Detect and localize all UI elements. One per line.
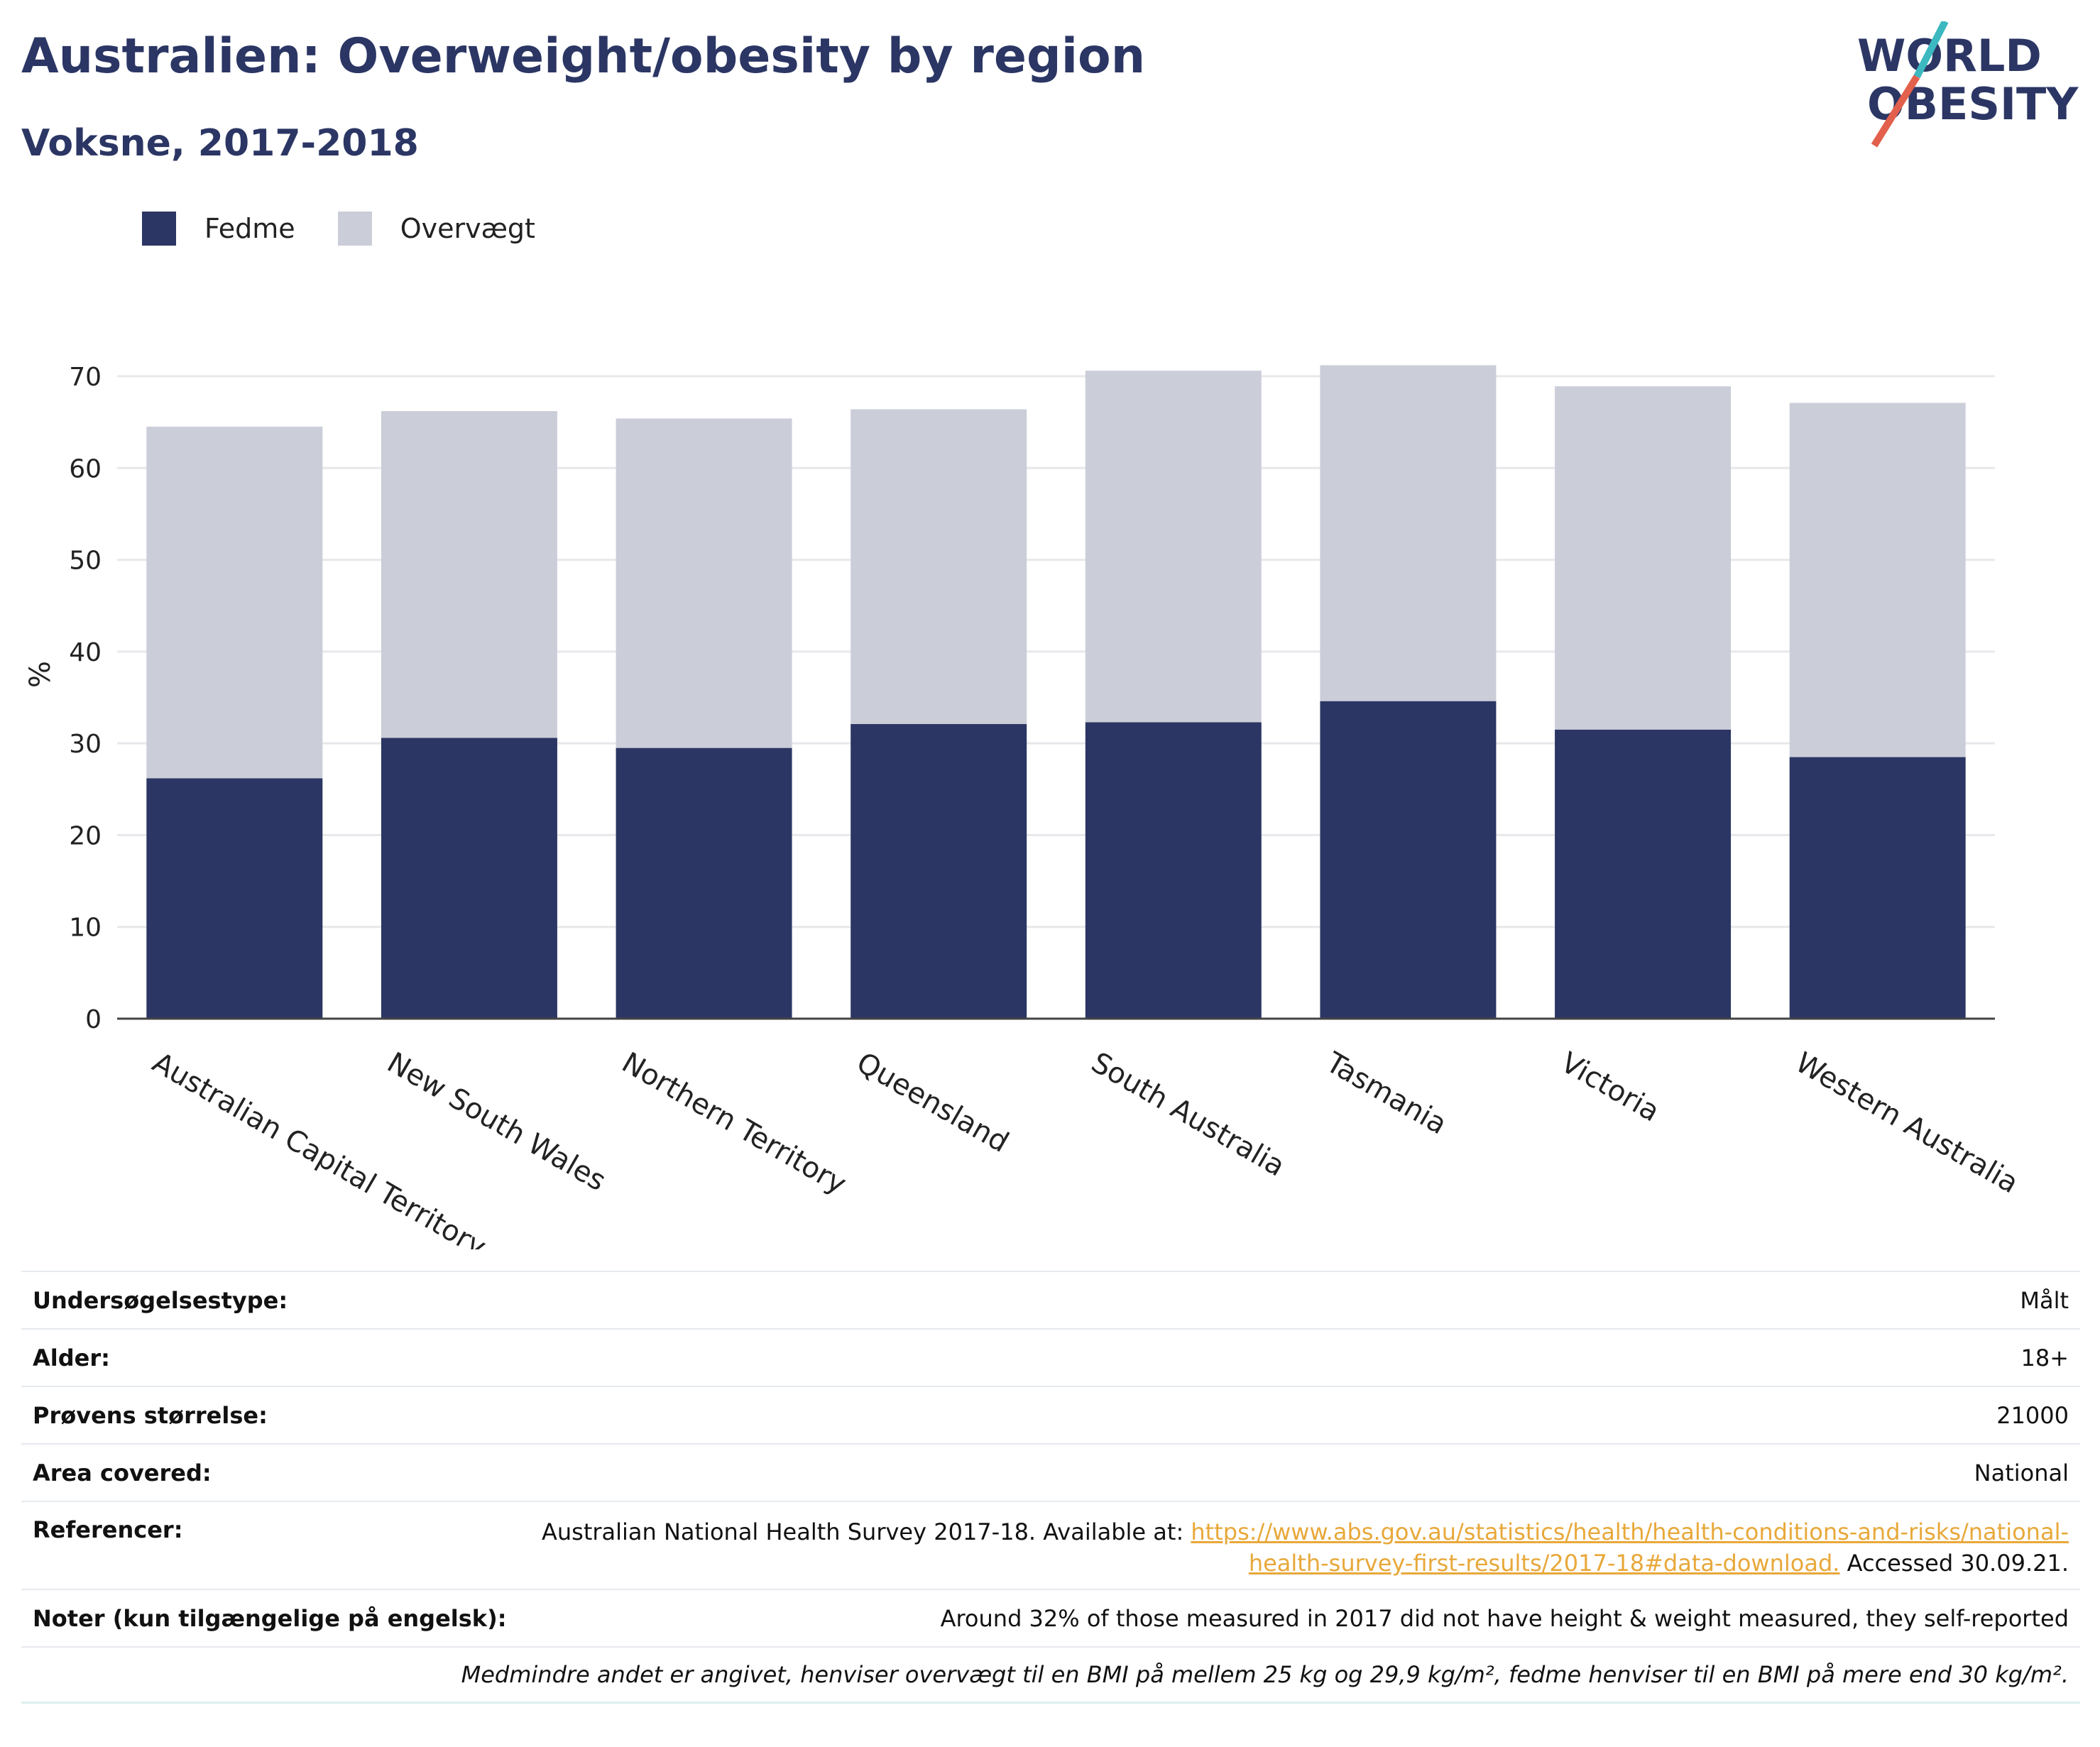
legend-swatch-overvaegt bbox=[337, 212, 372, 246]
bar-overvaegt bbox=[616, 418, 792, 748]
info-table: Undersøgelsestype: Målt Alder: 18+ Prøve… bbox=[21, 1271, 2080, 1704]
info-label: Alder: bbox=[33, 1344, 110, 1371]
y-tick-label: 40 bbox=[69, 638, 102, 667]
info-label: Prøvens størrelse: bbox=[33, 1401, 268, 1429]
x-tick-label: New South Wales bbox=[382, 1046, 612, 1198]
bar-fedme bbox=[381, 738, 557, 1019]
info-row-references: Referencer: Australian National Health S… bbox=[21, 1501, 2080, 1589]
definition-text: Medmindre andet er angivet, henviser ove… bbox=[461, 1661, 2069, 1688]
info-label: Undersøgelsestype: bbox=[33, 1286, 288, 1314]
info-value: 18+ bbox=[2020, 1344, 2069, 1371]
info-value: 21000 bbox=[1996, 1401, 2069, 1429]
info-label: Area covered: bbox=[33, 1459, 212, 1486]
world-obesity-logo: WORLD OBESITY bbox=[1857, 21, 2079, 148]
x-tick-label: Victoria bbox=[1555, 1046, 1665, 1129]
bar-overvaegt bbox=[1789, 402, 1966, 757]
bar-fedme bbox=[1555, 729, 1732, 1019]
bar-fedme bbox=[616, 747, 792, 1019]
logo-slash-red bbox=[1871, 75, 1920, 148]
info-value: Around 32% of those measured in 2017 did… bbox=[940, 1604, 2069, 1632]
y-tick-label: 60 bbox=[69, 454, 102, 483]
reference-text: Australian National Health Survey 2017-1… bbox=[541, 1518, 1191, 1545]
info-row-notes: Noter (kun tilgængelige på engelsk): Aro… bbox=[21, 1589, 2080, 1646]
y-tick-label: 0 bbox=[85, 1005, 102, 1034]
bar-fedme bbox=[1789, 757, 1966, 1019]
bar-fedme bbox=[146, 778, 323, 1019]
reference-accessed: Accessed 30.09.21. bbox=[1839, 1550, 2069, 1577]
bar-overvaegt bbox=[146, 427, 323, 779]
x-tick-label: Western Australia bbox=[1790, 1046, 2023, 1200]
info-value: Målt bbox=[2020, 1286, 2069, 1314]
bar-overvaegt bbox=[1555, 386, 1732, 730]
chart-title: Australien: Overweight/obesity by region bbox=[21, 28, 1146, 84]
x-tick-label: Northern Territory bbox=[616, 1046, 851, 1201]
y-tick-label: 20 bbox=[69, 821, 102, 850]
y-tick-label: 10 bbox=[69, 914, 102, 943]
bar-overvaegt bbox=[1085, 371, 1262, 723]
logo-line1: WORLD bbox=[1857, 30, 2042, 82]
x-tick-label: South Australia bbox=[1085, 1046, 1290, 1183]
y-tick-label: 70 bbox=[69, 363, 102, 392]
legend-swatch-fedme bbox=[142, 212, 176, 246]
logo-slash-teal bbox=[1913, 21, 1949, 79]
info-row-definition: Medmindre andet er angivet, henviser ove… bbox=[21, 1646, 2080, 1704]
bar-overvaegt bbox=[851, 409, 1027, 724]
bar-fedme bbox=[851, 723, 1027, 1019]
info-value: National bbox=[1974, 1459, 2069, 1486]
info-row-area: Area covered: National bbox=[21, 1443, 2080, 1501]
y-axis-label: % bbox=[24, 661, 57, 688]
info-value: Australian National Health Survey 2017-1… bbox=[471, 1516, 2069, 1579]
info-row-sample-size: Prøvens størrelse: 21000 bbox=[21, 1386, 2080, 1443]
y-tick-label: 50 bbox=[69, 547, 102, 576]
bar-overvaegt bbox=[381, 411, 557, 738]
info-label: Noter (kun tilgængelige på engelsk): bbox=[33, 1604, 507, 1632]
bar-overvaegt bbox=[1320, 365, 1497, 701]
x-tick-label: Queensland bbox=[851, 1046, 1015, 1159]
info-row-survey-type: Undersøgelsestype: Målt bbox=[21, 1271, 2080, 1328]
x-tick-label: Tasmania bbox=[1320, 1046, 1452, 1141]
legend-label-fedme: Fedme bbox=[204, 213, 295, 244]
legend-label-overvaegt: Overvægt bbox=[400, 213, 535, 244]
y-tick-label: 30 bbox=[69, 730, 102, 759]
reference-link[interactable]: https://www.abs.gov.au/statistics/health… bbox=[1191, 1518, 2069, 1577]
chart-legend: Fedme Overvægt bbox=[142, 212, 578, 246]
bar-fedme bbox=[1320, 701, 1497, 1019]
chart-subtitle: Voksne, 2017-2018 bbox=[21, 122, 419, 165]
info-label: Referencer: bbox=[33, 1516, 183, 1543]
info-row-age: Alder: 18+ bbox=[21, 1328, 2080, 1386]
bar-fedme bbox=[1085, 722, 1262, 1019]
